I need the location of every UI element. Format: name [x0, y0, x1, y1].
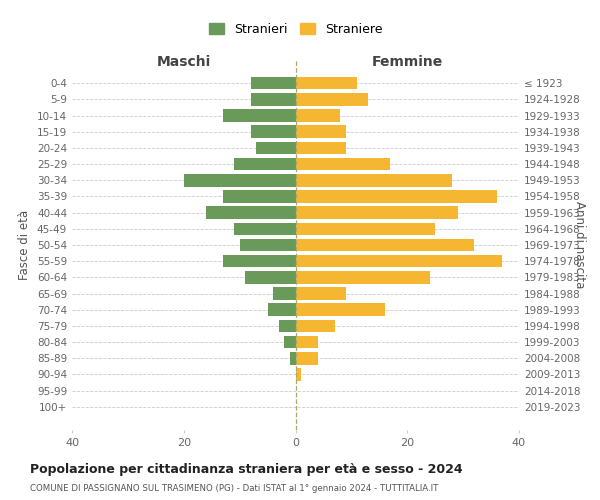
Bar [234, 222, 296, 235]
Bar [296, 304, 385, 316]
Bar [239, 238, 296, 252]
Bar [251, 77, 296, 90]
Bar [296, 190, 497, 203]
Bar [296, 158, 391, 170]
Text: Popolazione per cittadinanza straniera per età e sesso - 2024: Popolazione per cittadinanza straniera p… [30, 462, 463, 475]
Bar [296, 238, 475, 252]
Bar [184, 174, 296, 186]
Bar [296, 222, 435, 235]
Bar [223, 255, 296, 268]
Bar [223, 190, 296, 203]
Bar [296, 174, 452, 186]
Bar [296, 271, 430, 283]
Y-axis label: Anni di nascita: Anni di nascita [573, 202, 586, 288]
Bar [296, 287, 346, 300]
Bar [296, 255, 502, 268]
Legend: Stranieri, Straniere: Stranieri, Straniere [204, 18, 387, 41]
Bar [296, 206, 458, 219]
Bar [290, 352, 296, 364]
Bar [296, 77, 357, 90]
Bar [234, 158, 296, 170]
Bar [268, 304, 296, 316]
Bar [256, 142, 296, 154]
Bar [284, 336, 296, 348]
Bar [279, 320, 296, 332]
Bar [251, 93, 296, 106]
Bar [296, 336, 318, 348]
Y-axis label: Fasce di età: Fasce di età [19, 210, 31, 280]
Text: Maschi: Maschi [157, 54, 211, 68]
Bar [251, 126, 296, 138]
Bar [296, 126, 346, 138]
Bar [273, 287, 296, 300]
Bar [296, 352, 318, 364]
Bar [296, 93, 368, 106]
Text: COMUNE DI PASSIGNANO SUL TRASIMENO (PG) - Dati ISTAT al 1° gennaio 2024 - TUTTIT: COMUNE DI PASSIGNANO SUL TRASIMENO (PG) … [30, 484, 439, 493]
Bar [296, 109, 340, 122]
Bar [206, 206, 296, 219]
Bar [223, 109, 296, 122]
Bar [296, 320, 335, 332]
Bar [296, 142, 346, 154]
Bar [296, 368, 301, 381]
Text: Femmine: Femmine [371, 54, 443, 68]
Bar [245, 271, 296, 283]
